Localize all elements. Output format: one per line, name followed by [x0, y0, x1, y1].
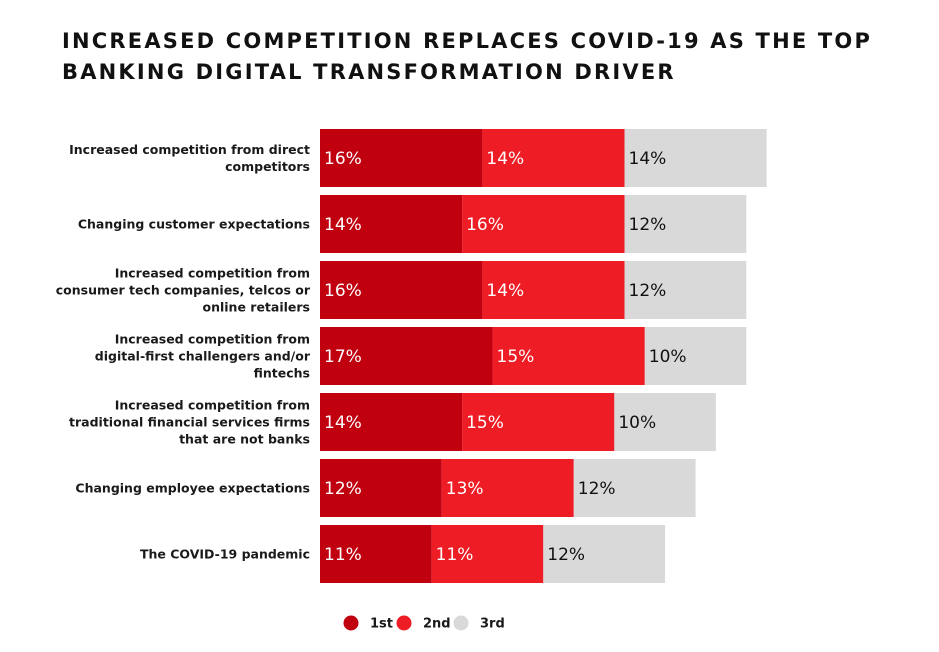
category-label-line: Changing customer expectations [78, 217, 310, 232]
data-label: 14% [324, 215, 362, 235]
data-label: 15% [466, 413, 504, 433]
data-label: 10% [618, 413, 656, 433]
category-label-line: Increased competition from direct [69, 142, 310, 157]
bar-segment-3rd [614, 393, 716, 451]
bar-segment-1st [320, 129, 483, 187]
bar-segment-2nd [482, 129, 625, 187]
category-label: Increased competition from digital-first … [95, 332, 311, 381]
category-label-line: Increased competition from [115, 332, 310, 347]
data-label: 16% [324, 281, 362, 301]
category-label-line: that are not banks [179, 432, 310, 447]
data-label: 14% [629, 149, 667, 169]
bar-segment-3rd [624, 195, 747, 253]
data-label: 13% [446, 479, 484, 499]
data-label: 11% [436, 545, 474, 565]
chart-title: INCREASED COMPETITION REPLACES COVID-19 … [62, 26, 922, 88]
data-label: 12% [578, 479, 616, 499]
bar-segment-2nd [441, 459, 574, 517]
category-label: Changing employee expectations [75, 481, 310, 496]
bar-segment-2nd [462, 393, 615, 451]
category-label-line: fintechs [254, 366, 310, 381]
category-label-line: digital-first challengers and/or [95, 349, 311, 364]
bar-segment-3rd [543, 525, 666, 583]
data-label: 14% [324, 413, 362, 433]
data-label: 12% [629, 215, 667, 235]
bar-segment-1st [320, 195, 463, 253]
data-label: 11% [324, 545, 362, 565]
bar-segment-3rd [624, 129, 767, 187]
category-label-line: competitors [225, 159, 310, 174]
chart-title-line-2: BANKING DIGITAL TRANSFORMATION DRIVER [62, 60, 676, 84]
bar-segment-1st [320, 459, 442, 517]
bar-segment-1st [320, 261, 483, 319]
bar-segment-2nd [482, 261, 625, 319]
category-label-line: Increased competition from [115, 398, 310, 413]
chart-title-line-1: INCREASED COMPETITION REPLACES COVID-19 … [62, 29, 873, 53]
bar-segment-1st [320, 393, 463, 451]
data-label: 14% [486, 149, 524, 169]
bar-segment-3rd [624, 261, 747, 319]
category-label-line: traditional financial services firms [69, 415, 310, 430]
category-label-line: consumer tech companies, telcos or [56, 283, 311, 298]
data-label: 14% [486, 281, 524, 301]
category-label: Changing customer expectations [78, 217, 310, 232]
bar-segment-3rd [573, 459, 696, 517]
data-label: 12% [629, 281, 667, 301]
category-label: The COVID-19 pandemic [140, 547, 310, 562]
bar-segment-2nd [492, 327, 645, 385]
category-label-line: Increased competition from [115, 266, 310, 281]
legend-swatch-1st [343, 615, 359, 631]
category-label-line: The COVID-19 pandemic [140, 547, 310, 562]
bar-segment-3rd [644, 327, 747, 385]
data-label: 16% [466, 215, 504, 235]
bar-segment-1st [320, 525, 432, 583]
bar-segment-1st [320, 327, 493, 385]
data-label: 12% [547, 545, 585, 565]
data-label: 15% [497, 347, 535, 367]
bar-segment-2nd [431, 525, 544, 583]
category-label: Increased competition from direct competi… [69, 142, 310, 174]
legend-label-3rd: 3rd [480, 617, 505, 632]
legend-label-1st: 1st [370, 617, 393, 632]
bar-segment-2nd [462, 195, 625, 253]
data-label: 16% [324, 149, 362, 169]
data-label: 12% [324, 479, 362, 499]
category-label: Increased competition from consumer tech … [56, 266, 311, 315]
data-label: 10% [649, 347, 687, 367]
legend-swatch-2nd [396, 615, 412, 631]
legend-label-2nd: 2nd [423, 617, 451, 632]
category-label: Increased competition from traditional fi… [69, 398, 310, 447]
category-label-line: Changing employee expectations [75, 481, 310, 496]
data-label: 17% [324, 347, 362, 367]
legend-swatch-3rd [453, 615, 469, 631]
category-label-line: online retailers [203, 300, 311, 315]
